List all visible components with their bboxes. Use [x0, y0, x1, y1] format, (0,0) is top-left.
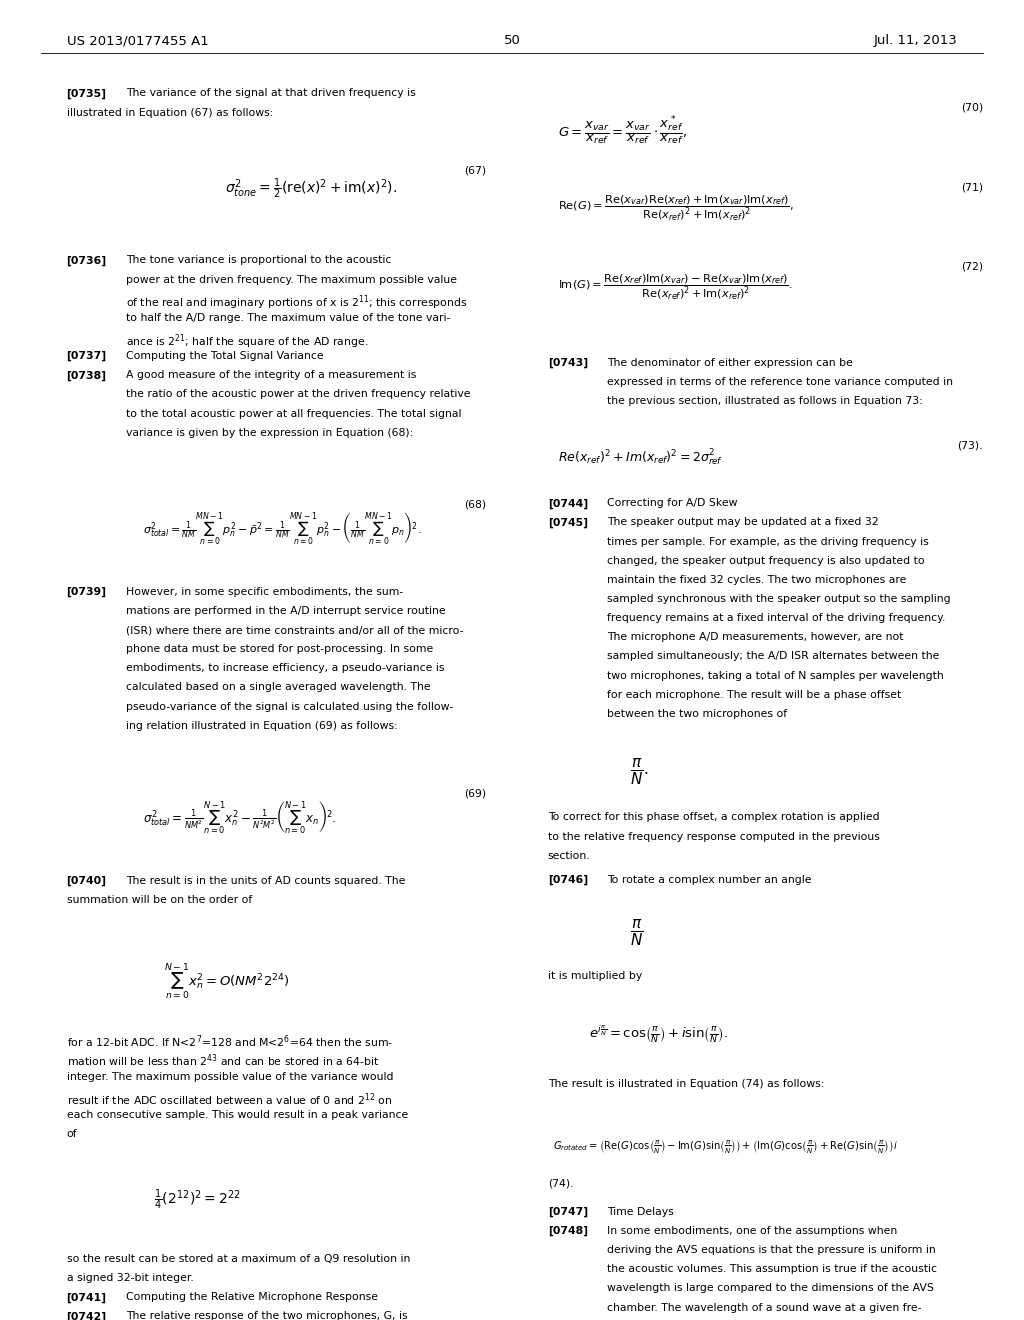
Text: [0747]: [0747] [548, 1206, 588, 1217]
Text: to the total acoustic power at all frequencies. The total signal: to the total acoustic power at all frequ… [126, 409, 462, 418]
Text: between the two microphones of: between the two microphones of [607, 709, 787, 719]
Text: $\dfrac{\pi}{N}$: $\dfrac{\pi}{N}$ [630, 917, 643, 948]
Text: illustrated in Equation (67) as follows:: illustrated in Equation (67) as follows: [67, 107, 273, 117]
Text: (70): (70) [961, 103, 983, 114]
Text: (73).: (73). [957, 440, 983, 450]
Text: of the real and imaginary portions of x is $2^{11}$; this corresponds: of the real and imaginary portions of x … [126, 294, 467, 313]
Text: The microphone A/D measurements, however, are not: The microphone A/D measurements, however… [607, 632, 904, 643]
Text: power at the driven frequency. The maximum possible value: power at the driven frequency. The maxim… [126, 275, 457, 285]
Text: maintain the fixed 32 cycles. The two microphones are: maintain the fixed 32 cycles. The two mi… [607, 574, 906, 585]
Text: mation will be less than $2^{43}$ and can be stored in a 64-bit: mation will be less than $2^{43}$ and ca… [67, 1053, 379, 1069]
Text: $Re(x_{ref})^2+Im(x_{ref})^2=2\sigma_{ref}^2$: $Re(x_{ref})^2+Im(x_{ref})^2=2\sigma_{re… [558, 447, 723, 469]
Text: two microphones, taking a total of N samples per wavelength: two microphones, taking a total of N sam… [607, 671, 944, 681]
Text: The tone variance is proportional to the acoustic: The tone variance is proportional to the… [126, 256, 391, 265]
Text: Computing the Total Signal Variance: Computing the Total Signal Variance [126, 351, 324, 362]
Text: $\sigma^2_{tone} = \frac{1}{2}(\mathrm{re}(x)^2 + \mathrm{im}(x)^2).$: $\sigma^2_{tone} = \frac{1}{2}(\mathrm{r… [225, 177, 397, 201]
Text: expressed in terms of the reference tone variance computed in: expressed in terms of the reference tone… [607, 376, 953, 387]
Text: US 2013/0177455 A1: US 2013/0177455 A1 [67, 34, 208, 48]
Text: The variance of the signal at that driven frequency is: The variance of the signal at that drive… [126, 88, 416, 99]
Text: (67): (67) [464, 165, 486, 176]
Text: calculated based on a single averaged wavelength. The: calculated based on a single averaged wa… [126, 682, 430, 693]
Text: To correct for this phase offset, a complex rotation is applied: To correct for this phase offset, a comp… [548, 812, 880, 822]
Text: [0738]: [0738] [67, 370, 106, 380]
Text: (74).: (74). [548, 1177, 573, 1188]
Text: integer. The maximum possible value of the variance would: integer. The maximum possible value of t… [67, 1072, 393, 1082]
Text: mations are performed in the A/D interrupt service routine: mations are performed in the A/D interru… [126, 606, 445, 616]
Text: The result is in the units of AD counts squared. The: The result is in the units of AD counts … [126, 876, 406, 886]
Text: To rotate a complex number an angle: To rotate a complex number an angle [607, 875, 812, 886]
Text: [0740]: [0740] [67, 876, 106, 886]
Text: result if the ADC oscillated between a value of 0 and $2^{12}$ on: result if the ADC oscillated between a v… [67, 1092, 392, 1107]
Text: $G = \dfrac{x_{var}}{x_{ref}} = \dfrac{x_{var}}{x_{ref}} \cdot \dfrac{x^*_{ref}}: $G = \dfrac{x_{var}}{x_{ref}} = \dfrac{x… [558, 114, 687, 147]
Text: [0742]: [0742] [67, 1312, 106, 1320]
Text: times per sample. For example, as the driving frequency is: times per sample. For example, as the dr… [607, 536, 929, 546]
Text: (68): (68) [464, 500, 486, 510]
Text: [0739]: [0739] [67, 587, 106, 597]
Text: Jul. 11, 2013: Jul. 11, 2013 [873, 34, 957, 48]
Text: [0746]: [0746] [548, 875, 588, 886]
Text: [0748]: [0748] [548, 1226, 588, 1237]
Text: $\sigma^2_{total} = \frac{1}{NM}\sum_{n=0}^{MN-1} p_n^2 - \bar{p}^2 = \frac{1}{N: $\sigma^2_{total} = \frac{1}{NM}\sum_{n=… [143, 511, 422, 546]
Text: wavelength is large compared to the dimensions of the AVS: wavelength is large compared to the dime… [607, 1283, 934, 1294]
Text: of: of [67, 1130, 77, 1139]
Text: $\dfrac{\pi}{N}.$: $\dfrac{\pi}{N}.$ [630, 756, 648, 787]
Text: sampled synchronous with the speaker output so the sampling: sampled synchronous with the speaker out… [607, 594, 951, 605]
Text: ance is $2^{21}$; half the square of the AD range.: ance is $2^{21}$; half the square of the… [126, 333, 369, 351]
Text: [0744]: [0744] [548, 498, 588, 508]
Text: phone data must be stored for post-processing. In some: phone data must be stored for post-proce… [126, 644, 433, 655]
Text: the acoustic volumes. This assumption is true if the acoustic: the acoustic volumes. This assumption is… [607, 1265, 937, 1274]
Text: $\frac{1}{4}(2^{12})^2 = 2^{22}$: $\frac{1}{4}(2^{12})^2 = 2^{22}$ [154, 1188, 241, 1212]
Text: Correcting for A/D Skew: Correcting for A/D Skew [607, 498, 737, 508]
Text: However, in some specific embodiments, the sum-: However, in some specific embodiments, t… [126, 587, 403, 597]
Text: The denominator of either expression can be: The denominator of either expression can… [607, 358, 853, 368]
Text: for a 12-bit ADC. If N<$2^7$=128 and M<$2^6$=64 then the sum-: for a 12-bit ADC. If N<$2^7$=128 and M<$… [67, 1034, 393, 1051]
Text: summation will be on the order of: summation will be on the order of [67, 895, 252, 906]
Text: [0736]: [0736] [67, 256, 106, 265]
Text: so the result can be stored at a maximum of a Q9 resolution in: so the result can be stored at a maximum… [67, 1254, 410, 1265]
Text: (71): (71) [961, 182, 983, 193]
Text: [0735]: [0735] [67, 88, 106, 99]
Text: A good measure of the integrity of a measurement is: A good measure of the integrity of a mea… [126, 370, 417, 380]
Text: deriving the AVS equations is that the pressure is uniform in: deriving the AVS equations is that the p… [607, 1245, 936, 1255]
Text: Computing the Relative Microphone Response: Computing the Relative Microphone Respon… [126, 1292, 378, 1303]
Text: each consecutive sample. This would result in a peak variance: each consecutive sample. This would resu… [67, 1110, 408, 1121]
Text: [0743]: [0743] [548, 358, 588, 368]
Text: the previous section, illustrated as follows in Equation 73:: the previous section, illustrated as fol… [607, 396, 923, 407]
Text: In some embodiments, one of the assumptions when: In some embodiments, one of the assumpti… [607, 1226, 897, 1236]
Text: $\mathrm{Re}(G) = \dfrac{\mathrm{Re}(x_{var})\mathrm{Re}(x_{ref}) + \mathrm{Im}(: $\mathrm{Re}(G) = \dfrac{\mathrm{Re}(x_{… [558, 193, 794, 222]
Text: to the relative frequency response computed in the previous: to the relative frequency response compu… [548, 832, 880, 842]
Text: The result is illustrated in Equation (74) as follows:: The result is illustrated in Equation (7… [548, 1078, 824, 1089]
Text: (ISR) where there are time constraints and/or all of the micro-: (ISR) where there are time constraints a… [126, 626, 464, 635]
Text: it is multiplied by: it is multiplied by [548, 970, 642, 981]
Text: chamber. The wavelength of a sound wave at a given fre-: chamber. The wavelength of a sound wave … [607, 1303, 922, 1312]
Text: to half the A/D range. The maximum value of the tone vari-: to half the A/D range. The maximum value… [126, 313, 451, 323]
Text: frequency remains at a fixed interval of the driving frequency.: frequency remains at a fixed interval of… [607, 612, 945, 623]
Text: 50: 50 [504, 34, 520, 48]
Text: [0737]: [0737] [67, 351, 106, 362]
Text: pseudo-variance of the signal is calculated using the follow-: pseudo-variance of the signal is calcula… [126, 702, 454, 711]
Text: the ratio of the acoustic power at the driven frequency relative: the ratio of the acoustic power at the d… [126, 389, 470, 400]
Text: changed, the speaker output frequency is also updated to: changed, the speaker output frequency is… [607, 556, 925, 566]
Text: $\sum_{n=0}^{N-1} x_n^2 = O(NM^2 2^{24})$: $\sum_{n=0}^{N-1} x_n^2 = O(NM^2 2^{24})… [164, 961, 290, 1001]
Text: $\mathrm{Im}(G) = \dfrac{\mathrm{Re}(x_{ref})\mathrm{Im}(x_{var}) - \mathrm{Re}(: $\mathrm{Im}(G) = \dfrac{\mathrm{Re}(x_{… [558, 272, 793, 301]
Text: $e^{i\frac{\pi}{N}} = \cos\!\left(\frac{\pi}{N}\right) + i\sin\!\left(\frac{\pi}: $e^{i\frac{\pi}{N}} = \cos\!\left(\frac{… [589, 1023, 728, 1044]
Text: (69): (69) [464, 789, 486, 799]
Text: ing relation illustrated in Equation (69) as follows:: ing relation illustrated in Equation (69… [126, 721, 397, 731]
Text: (72): (72) [961, 261, 983, 272]
Text: The speaker output may be updated at a fixed 32: The speaker output may be updated at a f… [607, 517, 879, 528]
Text: for each microphone. The result will be a phase offset: for each microphone. The result will be … [607, 689, 901, 700]
Text: a signed 32-bit integer.: a signed 32-bit integer. [67, 1274, 194, 1283]
Text: embodiments, to increase efficiency, a pseudo-variance is: embodiments, to increase efficiency, a p… [126, 664, 444, 673]
Text: [0741]: [0741] [67, 1292, 106, 1303]
Text: $\sigma^2_{total} = \frac{1}{NM^2}\sum_{n=0}^{N-1} x_n^2 - \frac{1}{N^2M^2}\left: $\sigma^2_{total} = \frac{1}{NM^2}\sum_{… [143, 800, 337, 837]
Text: $G_{rotated} = \left(\mathrm{Re}(G)\cos\!\left(\frac{\pi}{N}\right) - \mathrm{Im: $G_{rotated} = \left(\mathrm{Re}(G)\cos\… [553, 1138, 898, 1155]
Text: sampled simultaneously; the A/D ISR alternates between the: sampled simultaneously; the A/D ISR alte… [607, 651, 940, 661]
Text: The relative response of the two microphones, G, is: The relative response of the two microph… [126, 1312, 408, 1320]
Text: variance is given by the expression in Equation (68):: variance is given by the expression in E… [126, 428, 414, 438]
Text: Time Delays: Time Delays [607, 1206, 674, 1217]
Text: section.: section. [548, 850, 591, 861]
Text: [0745]: [0745] [548, 517, 588, 528]
